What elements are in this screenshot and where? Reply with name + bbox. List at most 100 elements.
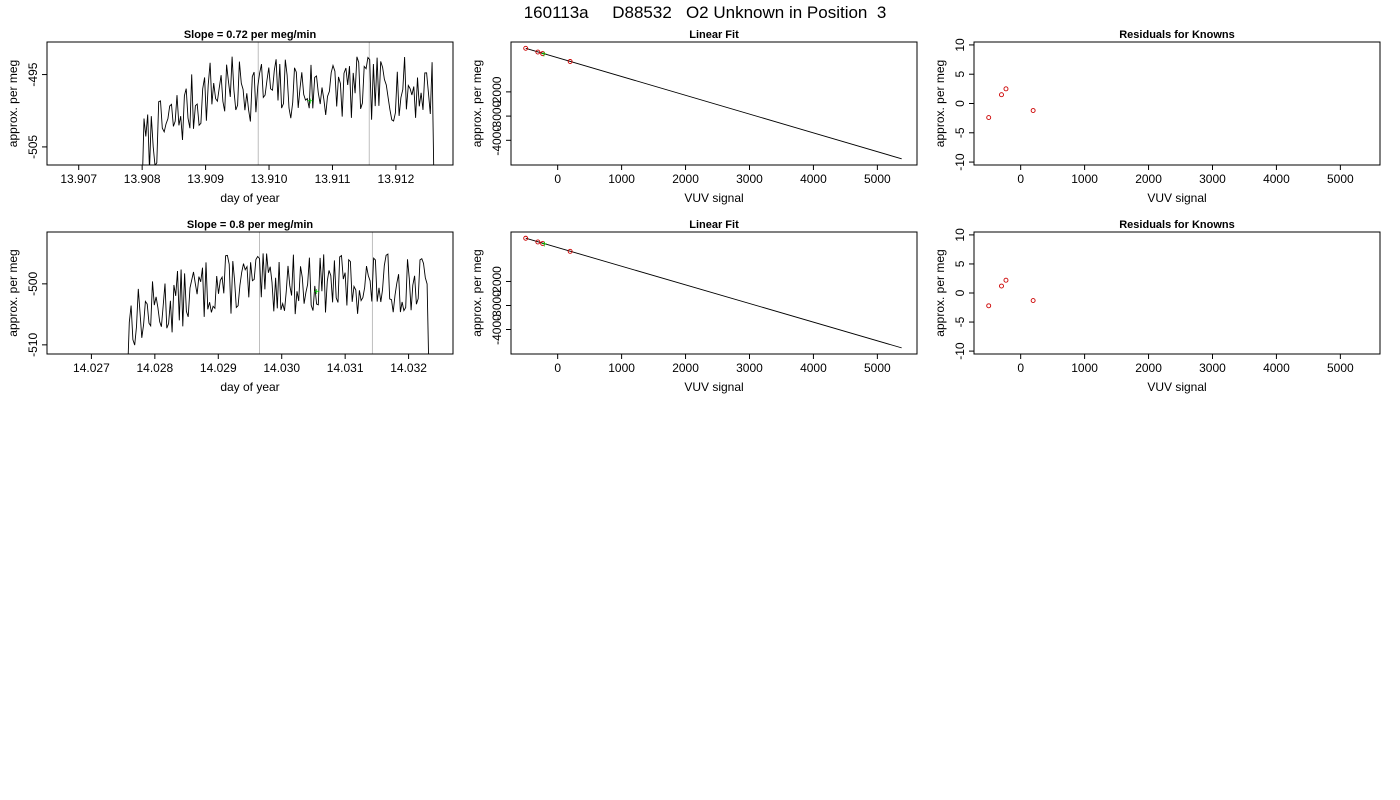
x-tick-label: 13.912 [378,172,415,186]
y-tick-label: -10 [953,153,967,171]
mean-marker: + [307,97,313,108]
y-axis-label: approx. per meg [933,249,947,336]
y-tick-label: -510 [26,333,40,357]
data-trace-line [142,56,435,165]
panel-title: Linear Fit [689,29,739,41]
y-tick-label: -2000 [490,76,504,107]
y-tick-label: -3000 [490,100,504,131]
panel-1: Slope = 0.72 per meg/min +13.907 13.908 13.… [6,29,454,205]
x-tick-label: 13.908 [124,172,161,186]
known-point [986,303,992,309]
x-tick-label: 1000 [608,361,635,375]
panel-title: Residuals for Knowns [1119,219,1235,231]
x-axis-label: VUV signal [684,191,743,205]
known-point [567,248,573,254]
x-tick-label: 3000 [1199,361,1226,375]
plot-area: + [142,42,435,165]
x-tick-label: 13.910 [251,172,288,186]
y-axis-label: approx. per meg [6,249,20,336]
x-tick-label: 14.031 [327,361,364,375]
plot-frame [46,41,454,166]
y-axis-label: approx. per meg [933,60,947,147]
fit-line [525,47,902,160]
known-point [535,49,541,55]
x-tick-label: 3000 [736,361,763,375]
panel-title: Linear Fit [689,219,739,231]
x-tick-label: 3000 [736,172,763,186]
y-axis-label: approx. per meg [6,60,20,147]
y-tick-label: -3000 [490,290,504,321]
x-axis-label: day of year [220,380,279,394]
known-point [1030,298,1036,304]
x-tick-label: 5000 [1327,172,1354,186]
known-point [1030,108,1036,113]
plot-frame [973,231,1381,355]
known-point [1003,86,1009,92]
known-point [986,115,992,121]
known-point [535,239,541,245]
panel-4: Slope = 0.8 per meg/min +14.027 14.028 14.0… [6,219,454,394]
x-tick-label: 13.911 [315,172,351,186]
x-tick-label: 5000 [864,361,891,375]
known-point [999,92,1004,98]
x-tick-label: 14.028 [136,361,173,375]
data-trace-line [127,253,429,354]
panel-5: Linear Fit +0 1000 2000 3000 4000 5000 VUV sign… [470,219,918,394]
x-tick-label: 0 [554,172,561,186]
x-tick-label: 0 [1017,172,1024,186]
panel-3: Residuals for Knowns 0 1000 2000 3000 4000 500… [933,29,1381,205]
x-tick-label: 13.909 [187,172,224,186]
panels: Slope = 0.72 per meg/min +13.907 13.908 13.… [6,29,1381,394]
x-axis-label: VUV signal [684,380,743,394]
known-point [523,45,529,51]
y-tick-label: -5 [953,127,967,138]
known-point [540,241,546,246]
y-tick-label: -505 [26,135,40,159]
unknown-point: + [541,50,547,61]
plot-area: + [523,45,902,160]
known-point [523,235,529,241]
page-title: 160113a D88532 O2 Unknown in Position 3 [524,3,887,22]
x-axis-label: day of year [220,191,279,205]
plot-frame [46,231,454,355]
x-tick-label: 1000 [608,172,635,186]
x-tick-label: 4000 [1263,361,1290,375]
plot-area: + [523,235,902,349]
y-tick-label: 5 [953,260,967,267]
y-tick-label: 10 [953,228,967,242]
panel-6: Residuals for Knowns 0 1000 2000 3000 4000 500… [933,219,1381,394]
y-tick-label: -5 [953,316,967,327]
y-tick-label: -10 [953,342,967,360]
plot-area [986,86,1036,121]
x-tick-label: 0 [1017,361,1024,375]
x-axis-label: VUV signal [1147,380,1206,394]
x-tick-label: 4000 [800,172,827,186]
panel-title: Slope = 0.8 per meg/min [187,219,314,231]
y-tick-label: 10 [953,38,967,52]
x-tick-label: 5000 [864,172,891,186]
y-axis-label: approx. per meg [470,249,484,336]
x-tick-label: 13.907 [60,172,97,186]
known-point [567,59,573,64]
x-tick-label: 0 [554,361,561,375]
y-tick-label: -4000 [490,125,504,156]
plot-area [986,277,1036,309]
known-point [999,283,1004,289]
y-axis-label: approx. per meg [470,60,484,147]
panel-2: Linear Fit +0 1000 2000 3000 4000 5000 VUV sign… [470,29,918,205]
x-tick-label: 14.027 [73,361,110,375]
known-point [540,51,546,57]
x-tick-label: 14.030 [263,361,300,375]
y-tick-label: 5 [953,71,967,78]
x-tick-label: 5000 [1327,361,1354,375]
y-tick-label: -2000 [490,266,504,297]
panel-title: Residuals for Knowns [1119,29,1235,41]
y-tick-label: 0 [953,289,967,296]
unknown-point: + [541,240,547,251]
panel-title: Slope = 0.72 per meg/min [184,29,317,41]
y-tick-label: -500 [26,272,40,296]
x-tick-label: 14.029 [200,361,237,375]
x-tick-label: 1000 [1071,361,1098,375]
x-tick-label: 2000 [1135,361,1162,375]
